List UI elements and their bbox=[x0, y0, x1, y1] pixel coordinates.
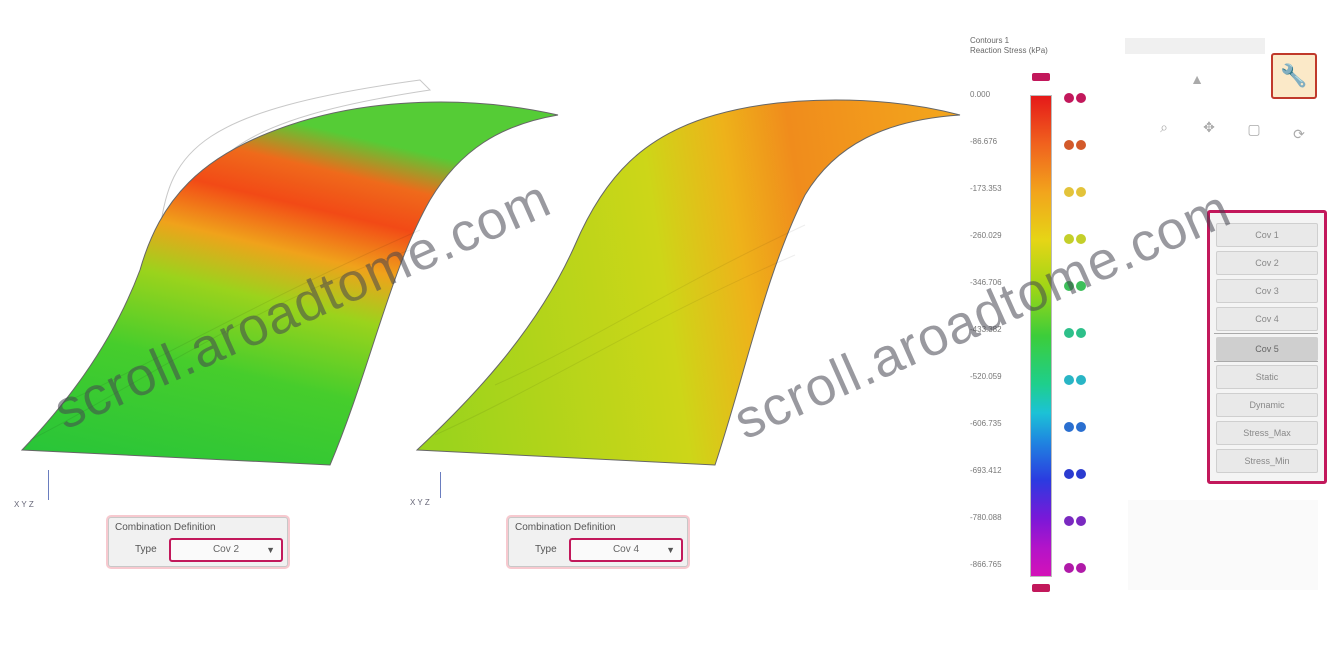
type-label: Type bbox=[135, 544, 157, 555]
load-combination-menu: Cov 1 Cov 2 Cov 3 Cov 4 Cov 5 Static Dynamic St… bbox=[1207, 210, 1327, 484]
legend-swatch bbox=[1064, 513, 1088, 526]
menu-item-stress-min[interactable]: Stress_Min bbox=[1216, 449, 1318, 473]
legend-title: Contours 1 Reaction Stress (kPa) bbox=[970, 36, 1048, 55]
legend-tick-label: -433.382 bbox=[970, 325, 1002, 334]
legend-swatch bbox=[1064, 419, 1088, 432]
legend-swatch bbox=[1064, 325, 1088, 338]
combination-type-select[interactable]: Cov 2 ▼ bbox=[169, 538, 283, 562]
legend-tick-label: -346.706 bbox=[970, 278, 1002, 287]
fit-icon[interactable]: ▢ bbox=[1247, 121, 1261, 137]
menu-item-cov-2[interactable]: Cov 2 bbox=[1216, 251, 1318, 275]
legend-swatch bbox=[1064, 184, 1088, 197]
legend-swatch bbox=[1064, 560, 1088, 573]
legend-tick-label: -606.735 bbox=[970, 419, 1002, 428]
viewport-right[interactable] bbox=[405, 85, 970, 485]
surface-left bbox=[20, 101, 559, 466]
legend-min-cap bbox=[1032, 584, 1050, 592]
materials-app-icon[interactable]: 🔧 bbox=[1271, 53, 1317, 99]
legend-swatch bbox=[1064, 372, 1088, 385]
legend-tick-label: -86.676 bbox=[970, 137, 998, 146]
menu-item-static[interactable]: Static bbox=[1216, 365, 1318, 389]
combination-panel-title: Combination Definition bbox=[515, 522, 616, 533]
menu-item-dynamic[interactable]: Dynamic bbox=[1216, 393, 1318, 417]
combination-type-select[interactable]: Cov 4 ▼ bbox=[569, 538, 683, 562]
chevron-down-icon: ▼ bbox=[666, 545, 675, 555]
menu-item-cov-4[interactable]: Cov 4 bbox=[1216, 307, 1318, 331]
menu-separator bbox=[1214, 333, 1318, 334]
menu-item-cov-5[interactable]: Cov 5 bbox=[1216, 337, 1318, 361]
selected-combo: Cov 2 bbox=[212, 544, 240, 555]
selected-combo: Cov 4 bbox=[612, 544, 640, 555]
combination-panel-title: Combination Definition bbox=[115, 522, 216, 533]
menu-item-cov-1[interactable]: Cov 1 bbox=[1216, 223, 1318, 247]
menu-item-stress-max[interactable]: Stress_Max bbox=[1216, 421, 1318, 445]
menu-item-cov-3[interactable]: Cov 3 bbox=[1216, 279, 1318, 303]
arrow-up-icon[interactable]: ▲ bbox=[1190, 71, 1204, 87]
menu-separator bbox=[1214, 361, 1318, 362]
type-label: Type bbox=[535, 544, 557, 555]
axis-triad-right: X Y Z bbox=[410, 472, 441, 507]
viewport-left[interactable] bbox=[10, 70, 580, 490]
legend-swatch bbox=[1064, 278, 1088, 291]
legend-tick-label: 0.000 bbox=[970, 90, 991, 99]
axis-triad-left: X Y Z bbox=[14, 470, 49, 509]
toolbar-background bbox=[1125, 38, 1265, 54]
legend-tick-label: -866.765 bbox=[970, 560, 1002, 569]
pan-icon[interactable]: ✥ bbox=[1203, 119, 1215, 135]
legend-max-cap bbox=[1032, 73, 1050, 81]
chevron-down-icon: ▼ bbox=[266, 545, 275, 555]
legend-color-bar bbox=[1030, 95, 1052, 577]
zoom-icon[interactable]: ⌕ bbox=[1160, 119, 1168, 135]
legend-tick-label: -520.059 bbox=[970, 372, 1002, 381]
rotate-icon[interactable]: ⟳ bbox=[1293, 126, 1305, 142]
legend-swatch bbox=[1064, 231, 1088, 244]
combination-panel-right: Combination Definition Type Cov 4 ▼ bbox=[508, 517, 688, 567]
side-strip bbox=[1128, 500, 1318, 590]
legend-swatch bbox=[1064, 90, 1088, 103]
legend-swatch bbox=[1064, 137, 1088, 150]
surface-right bbox=[415, 99, 961, 466]
combination-panel-left: Combination Definition Type Cov 2 ▼ bbox=[108, 517, 288, 567]
legend-tick-label: -173.353 bbox=[970, 184, 1002, 193]
legend-tick-label: -260.029 bbox=[970, 231, 1002, 240]
legend-tick-label: -780.088 bbox=[970, 513, 1002, 522]
legend-tick-label: -693.412 bbox=[970, 466, 1002, 475]
legend-swatch bbox=[1064, 466, 1088, 479]
